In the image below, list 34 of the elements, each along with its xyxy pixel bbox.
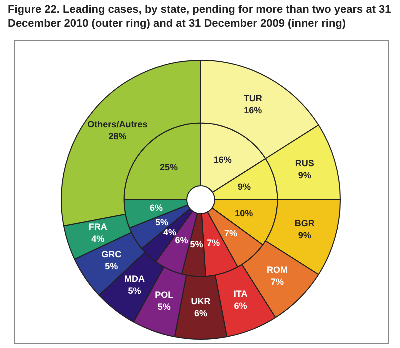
data-label: 7% (207, 238, 220, 248)
slice-label: UKR (191, 296, 212, 307)
data-label: 5% (155, 218, 168, 228)
data-label: 16% (244, 106, 262, 116)
data-label: 6% (234, 301, 248, 312)
data-label: 4% (92, 234, 105, 244)
slice-label: FRA (88, 222, 108, 232)
slice-label: Others/Autres (88, 120, 148, 130)
data-label: 9% (298, 230, 312, 241)
data-label: 5% (190, 240, 204, 250)
data-label: 16% (214, 154, 232, 165)
data-label: 6% (150, 202, 163, 213)
data-label: 7% (224, 228, 238, 238)
slice-label: TUR (244, 94, 263, 104)
slice-label: GRC (102, 249, 122, 260)
data-label: 5% (128, 286, 142, 296)
slice-label: BGR (294, 218, 316, 229)
data-label: 9% (238, 182, 252, 192)
data-label: 28% (108, 132, 127, 142)
data-label: 25% (160, 162, 178, 172)
data-label: 5% (158, 302, 171, 312)
data-label: 7% (270, 276, 284, 287)
data-label: 6% (175, 236, 188, 246)
slice-label: POL (155, 290, 174, 300)
data-label: 9% (298, 170, 312, 180)
chart-title: Figure 22. Leading cases, by state, pending for more than two years at 31 December 2010 (outer ring) and at 31 December 2009 (inner ring) (8, 3, 392, 31)
data-label: 6% (194, 308, 208, 319)
slice-label: RUS (295, 158, 314, 168)
slice-label: ROM (266, 264, 288, 275)
slice-label: MDA (124, 274, 146, 284)
data-label: 10% (235, 208, 254, 218)
data-label: 4% (163, 228, 176, 238)
data-label: 5% (105, 261, 118, 272)
slice-label: ITA (234, 289, 248, 300)
